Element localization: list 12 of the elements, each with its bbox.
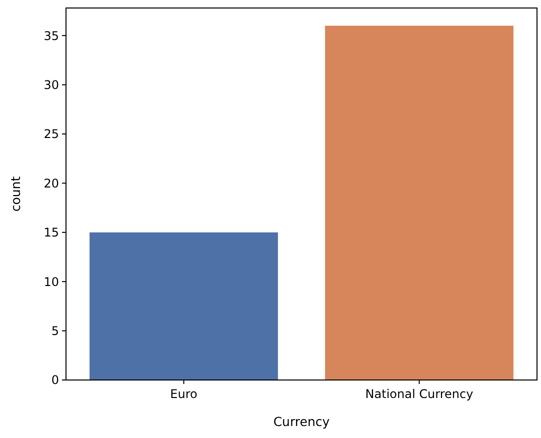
y-tick-label: 30: [44, 78, 59, 92]
y-tick-label: 5: [51, 324, 59, 338]
y-tick-label: 15: [44, 226, 59, 240]
x-tick-label: Euro: [170, 387, 198, 401]
y-tick-label: 20: [44, 176, 59, 190]
x-axis-title: Currency: [273, 414, 330, 429]
x-tick-label: National Currency: [365, 387, 474, 401]
y-tick-label: 35: [44, 28, 59, 43]
y-tick-label: 0: [51, 373, 59, 388]
y-tick-label: 10: [44, 274, 59, 289]
y-axis-title: count: [8, 176, 23, 212]
y-tick-label: 25: [44, 127, 59, 142]
